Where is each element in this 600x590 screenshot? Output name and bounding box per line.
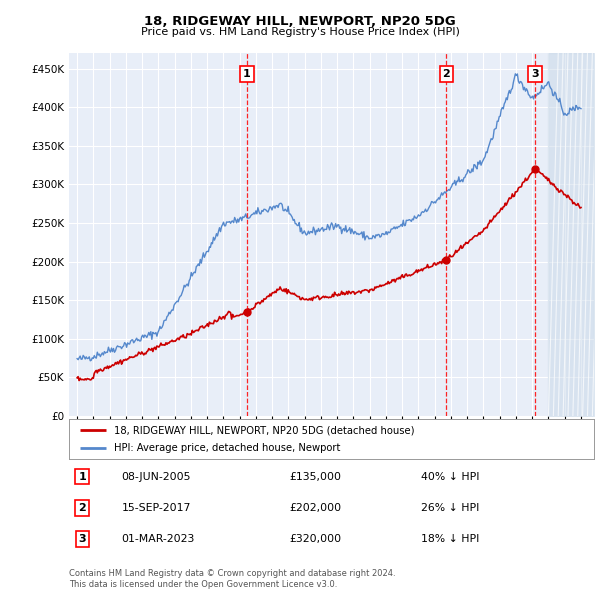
Text: Contains HM Land Registry data © Crown copyright and database right 2024.
This d: Contains HM Land Registry data © Crown c…: [69, 569, 395, 589]
Text: 18, RIDGEWAY HILL, NEWPORT, NP20 5DG (detached house): 18, RIDGEWAY HILL, NEWPORT, NP20 5DG (de…: [113, 425, 414, 435]
Text: 1: 1: [78, 472, 86, 481]
Text: 15-SEP-2017: 15-SEP-2017: [121, 503, 191, 513]
Text: 26% ↓ HPI: 26% ↓ HPI: [421, 503, 479, 513]
Text: HPI: Average price, detached house, Newport: HPI: Average price, detached house, Newp…: [113, 442, 340, 453]
Text: 01-MAR-2023: 01-MAR-2023: [121, 535, 195, 544]
Text: 2: 2: [78, 503, 86, 513]
Text: Price paid vs. HM Land Registry's House Price Index (HPI): Price paid vs. HM Land Registry's House …: [140, 27, 460, 37]
Text: 3: 3: [531, 69, 539, 79]
Text: 18% ↓ HPI: 18% ↓ HPI: [421, 535, 479, 544]
Text: 08-JUN-2005: 08-JUN-2005: [121, 472, 191, 481]
Text: 18, RIDGEWAY HILL, NEWPORT, NP20 5DG: 18, RIDGEWAY HILL, NEWPORT, NP20 5DG: [144, 15, 456, 28]
Text: 3: 3: [79, 535, 86, 544]
Text: 2: 2: [442, 69, 450, 79]
Text: 40% ↓ HPI: 40% ↓ HPI: [421, 472, 479, 481]
Text: £202,000: £202,000: [290, 503, 341, 513]
Text: £135,000: £135,000: [290, 472, 341, 481]
Text: £320,000: £320,000: [290, 535, 341, 544]
Text: 1: 1: [243, 69, 251, 79]
